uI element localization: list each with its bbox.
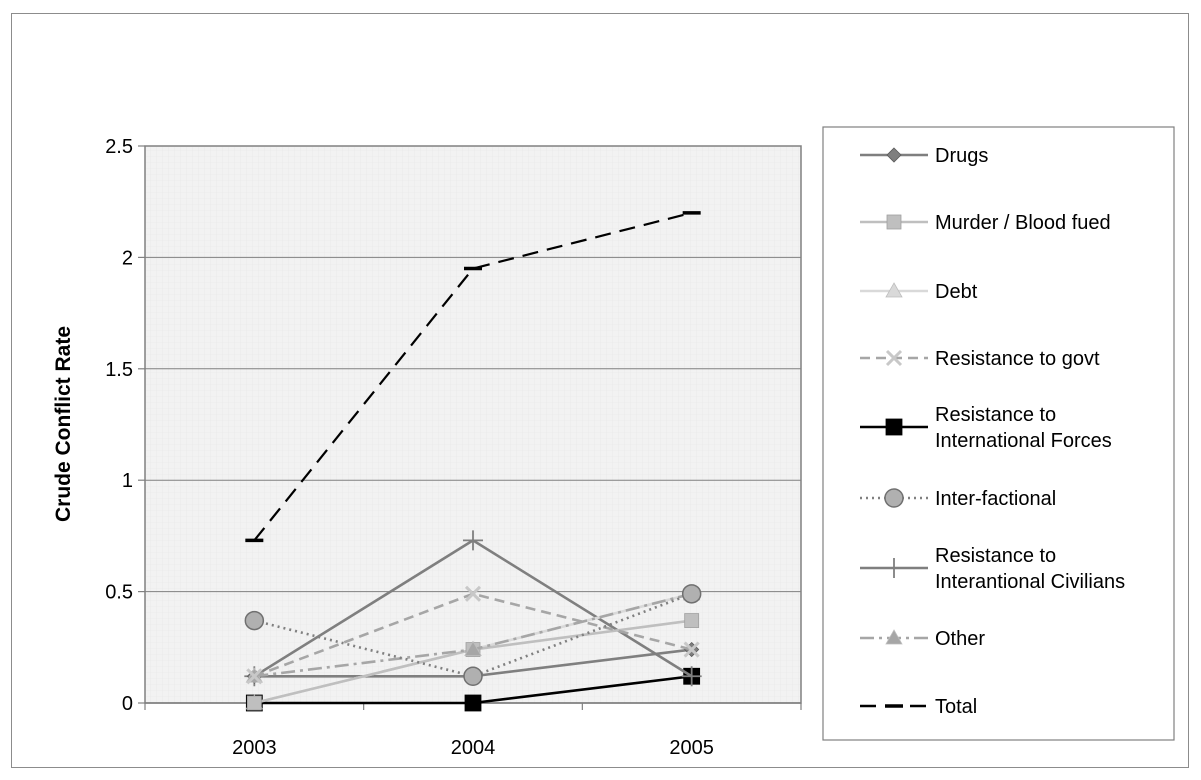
series-layer [244,211,702,712]
legend-label-4: Resistance to [935,404,1056,426]
legend-label-4: International Forces [935,430,1112,452]
y-tick-label: 0.5 [105,582,133,604]
legend-label-5: Inter-factional [935,488,1056,510]
x-tick-label: 2005 [669,737,714,759]
series-4-point [464,694,482,712]
legend-marker-0 [886,147,902,163]
axes: 0 0.5 1 1.5 2 2.5 2003 2004 2005 [105,136,802,759]
series-6-point [681,666,702,687]
legend-label-6: Interantional Civilians [935,571,1125,593]
y-tick-label: 0 [122,693,133,715]
series-3-point-stroke [683,641,700,658]
legend-label-7: Other [935,628,985,650]
series-5-point [244,610,265,631]
legend-marker-4 [885,418,903,436]
series-3-point [464,585,482,602]
plot-area [144,145,802,704]
legend-marker-1 [886,214,902,230]
legend-label-2: Debt [935,281,978,303]
y-tick-label: 1 [122,470,133,492]
y-tick-label: 2 [122,247,133,269]
x-tick-label: 2003 [232,737,277,759]
series-5-point [463,666,483,687]
legend-entries: Drugs Murder / Blood fued Debt Resistance t… [860,145,1125,718]
y-tick-label: 2.5 [105,136,133,158]
legend-label-6: Resistance to [935,545,1056,567]
legend-marker-2 [885,282,903,298]
y-tick-label: 1.5 [105,359,133,381]
legend-marker-3 [885,349,903,367]
legend-marker-3-stroke [885,349,903,367]
legend-label-8: Total [935,696,977,718]
legend-label-3: Resistance to govt [935,348,1100,370]
series-1-point [684,613,700,628]
y-axis-label: Crude Conflict Rate [52,326,75,522]
series-6-point [463,530,483,551]
series-3-point [246,668,263,685]
series-5-point [681,584,702,604]
series-3-point-stroke [464,585,482,602]
series-1-point [246,695,262,711]
series-3-point-stroke [246,668,263,685]
series-7-point [464,640,482,656]
legend-marker-7 [885,629,903,645]
legend-marker-5 [884,488,904,508]
legend-label-1: Murder / Blood fued [935,212,1111,234]
x-tick-label: 2004 [451,737,496,759]
legend-marker-6 [884,558,904,578]
series-3-point [683,641,700,658]
legend-label-0: Drugs [935,145,988,167]
